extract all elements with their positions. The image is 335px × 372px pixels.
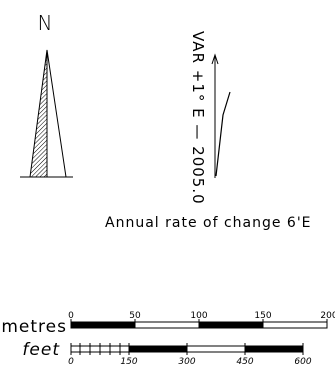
north-arrow-hatched-half: [29, 49, 48, 178]
metres-tick-0: 0: [68, 311, 74, 321]
feet-tick-1: 150: [120, 357, 137, 367]
metres-scale-bar: 0 50 100 150 200: [68, 311, 335, 329]
scale-bar: metres feet 0 50 100 150 200: [1, 311, 335, 367]
feet-tick-2: 300: [178, 357, 195, 367]
feet-tick-4: 600: [294, 357, 311, 367]
variation-text: VAR +1° E — 2005.0: [189, 31, 207, 205]
magnetic-variation: VAR +1° E — 2005.0 Annual rate of change…: [105, 31, 312, 231]
variation-lightning: [215, 91, 231, 177]
feet-scale-bar: 0 150 300 450 600: [68, 343, 312, 367]
north-arrow-open-half: [46, 49, 67, 178]
variation-arrowhead: [211, 53, 219, 65]
metres-label: metres: [1, 317, 67, 337]
north-arrow: N: [20, 11, 73, 178]
feet-tick-0: 0: [68, 357, 74, 367]
feet-tick-3: 450: [236, 357, 253, 367]
feet-label: feet: [22, 340, 60, 360]
metres-tick-4: 200: [320, 311, 335, 321]
north-label: N: [38, 11, 53, 35]
metres-tick-3: 150: [254, 311, 271, 321]
metres-tick-1: 50: [129, 311, 141, 321]
annual-change-text: Annual rate of change 6'E: [105, 215, 312, 231]
metres-tick-2: 100: [190, 311, 207, 321]
